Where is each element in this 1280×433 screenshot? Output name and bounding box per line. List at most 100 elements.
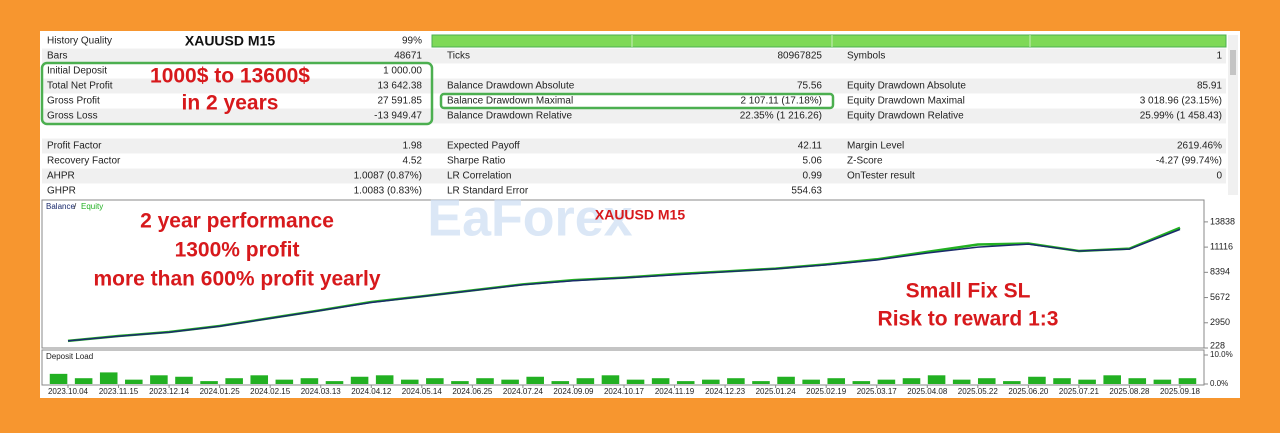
bar: [426, 378, 444, 384]
scrollbar-thumb[interactable]: [1230, 50, 1236, 75]
y-tick-label: 228: [1210, 340, 1225, 350]
y-tick-label: 10.0%: [1210, 350, 1233, 359]
stat-label: Sharpe Ratio: [447, 156, 506, 167]
stat-value: 4.52: [403, 156, 423, 167]
watermark-symbol: XAUUSD M15: [595, 207, 685, 223]
stat-label: Recovery Factor: [47, 156, 121, 167]
stat-value: 48671: [394, 51, 422, 62]
scrollbar[interactable]: [1228, 35, 1238, 195]
bar: [476, 378, 494, 384]
bar: [1103, 375, 1121, 384]
bar: [451, 381, 469, 384]
stat-label: Total Net Profit: [47, 81, 113, 92]
x-tick-label: 2023.10.04: [48, 387, 89, 396]
stat-value: -13 949.47: [374, 111, 422, 122]
bar: [1153, 379, 1172, 384]
annotation: more than 600% profit yearly: [93, 268, 380, 291]
bar: [952, 379, 971, 384]
stat-label: Equity Drawdown Absolute: [847, 81, 966, 92]
bar: [200, 381, 218, 384]
row-band: [42, 168, 1226, 184]
stat-value: 1.0087 (0.87%): [354, 171, 422, 182]
legend-entry: Equity: [81, 202, 103, 211]
stat-value: -4.27 (99.74%): [1156, 156, 1222, 167]
stat-value: 1.98: [403, 141, 423, 152]
stat-value: 25.99% (1 458.43): [1140, 111, 1222, 122]
stat-value: 99%: [402, 36, 422, 47]
bar: [852, 381, 871, 384]
x-tick-label: 2024.05.14: [402, 387, 443, 396]
bar: [325, 381, 344, 384]
stat-label: Gross Profit: [47, 96, 100, 107]
equity-chart: 228 2950 5672 8394 11116 13838: [67, 216, 1235, 350]
x-tick-label: 2024.10.17: [604, 387, 645, 396]
bar: [727, 378, 745, 384]
stat-value: 0: [1216, 171, 1222, 182]
x-tick-label: 2023.11.15: [99, 387, 139, 396]
bar: [1028, 376, 1046, 384]
stat-label: Balance Drawdown Maximal: [447, 96, 573, 107]
bar: [225, 378, 243, 384]
bar: [275, 379, 294, 384]
x-tick-label: 2025.05.22: [958, 387, 999, 396]
x-tick-label: 2025.08.28: [1109, 387, 1150, 396]
x-tick-label: 2025.07.21: [1059, 387, 1100, 396]
bar: [1128, 378, 1147, 384]
stat-label: OnTester result: [847, 171, 915, 182]
x-tick-label: 2024.11.19: [655, 387, 695, 396]
x-tick-label: 2025.06.20: [1008, 387, 1049, 396]
bar: [1053, 378, 1071, 384]
stat-value: 13 642.38: [378, 81, 423, 92]
series-line: [67, 228, 1181, 342]
watermark: EaForex: [427, 190, 632, 248]
y-tick-label: 11116: [1210, 241, 1233, 251]
legend-entry: Balance: [46, 202, 75, 211]
legend-separator: /: [74, 202, 77, 211]
annotation: 2 year performance: [140, 210, 334, 233]
x-tick-label: 2024.03.13: [301, 387, 342, 396]
annotation: 1000$ to 13600$: [150, 65, 310, 88]
bar: [400, 379, 419, 384]
bar: [526, 376, 544, 384]
x-tick-label: 2025.02.19: [806, 387, 847, 396]
row-band: [42, 138, 1226, 154]
bar: [777, 376, 795, 384]
bar: [977, 378, 996, 384]
y-tick-label: 13838: [1210, 216, 1235, 226]
bar: [576, 378, 595, 384]
bar: [752, 381, 770, 384]
stats-table: History Quality 99% Bars 48671 Ticks 80967825…: [42, 36, 1226, 197]
bar: [927, 375, 946, 384]
bar: [601, 375, 620, 384]
highlight-box: [439, 92, 835, 110]
bar: [802, 379, 820, 384]
y-tick-label: 2950: [1210, 317, 1230, 327]
x-tick-label: 2025.03.17: [857, 387, 898, 396]
stat-label: Symbols: [847, 51, 885, 62]
stat-label: Ticks: [447, 51, 470, 62]
legend: Balance / Equity: [46, 202, 103, 211]
deposit-load-chart: 10.0% 0.0%: [49, 350, 1233, 388]
stat-label: LR Standard Error: [447, 186, 529, 197]
row-band: [42, 48, 1226, 64]
x-tick-label: 2024.09.09: [553, 387, 594, 396]
deposit-load-title: Deposit Load: [46, 352, 93, 361]
x-tick-label: 2024.12.23: [705, 387, 746, 396]
stat-label: Equity Drawdown Maximal: [847, 96, 965, 107]
stat-label: Balance Drawdown Relative: [447, 111, 573, 122]
bar: [702, 379, 720, 384]
stat-value: 75.56: [797, 81, 822, 92]
x-tick-label: 2025.04.08: [907, 387, 948, 396]
bar: [125, 379, 143, 384]
stat-value: 1.0083 (0.83%): [354, 186, 422, 197]
bar: [877, 379, 896, 384]
stat-label: Initial Deposit: [47, 66, 107, 77]
bar: [300, 378, 319, 384]
bar: [626, 379, 645, 384]
bar: [827, 378, 846, 384]
stat-value: 22.35% (1 216.26): [740, 111, 822, 122]
x-tick-label: 2024.04.12: [351, 387, 392, 396]
bar: [651, 378, 670, 384]
x-tick-label: 2024.02.15: [250, 387, 291, 396]
